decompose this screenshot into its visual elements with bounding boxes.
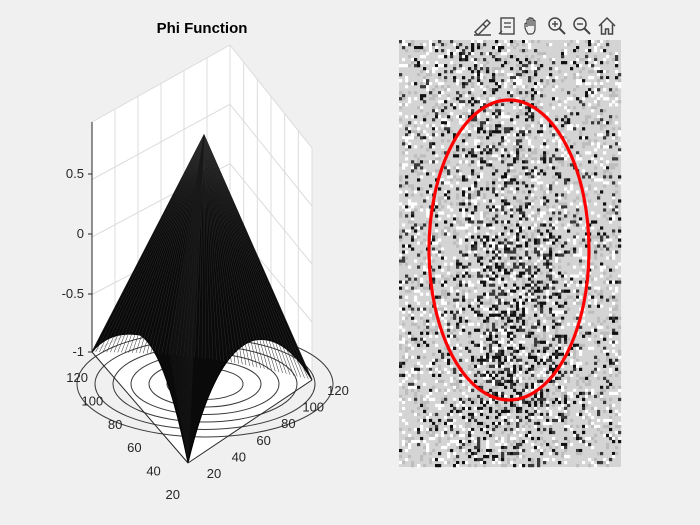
z-tick-label: -1 (72, 344, 84, 359)
zoom-out-button[interactable] (570, 13, 594, 39)
zoom-in-icon (548, 17, 566, 35)
axis-lines (91, 122, 313, 464)
phi-surface (91, 133, 313, 464)
plot-title: Phi Function (157, 20, 248, 37)
y-tick-label: 40 (232, 449, 246, 464)
x-tick-label: 40 (146, 464, 160, 479)
data-tip-button[interactable] (495, 13, 519, 39)
x-tick-label: 60 (127, 440, 141, 455)
z-tick-label: 0 (77, 226, 84, 241)
zoom-in-button[interactable] (545, 13, 569, 39)
x-tick-label: 100 (81, 393, 103, 408)
x-tick-label: 80 (108, 417, 122, 432)
red-contour (427, 98, 591, 402)
y-tick-label: 20 (207, 466, 221, 481)
z-tick-label: -0.5 (62, 286, 84, 301)
y-tick-label: 120 (327, 383, 349, 398)
brush-icon (474, 19, 491, 36)
x-tick-label: 120 (66, 370, 88, 385)
axes-toolbar (470, 12, 619, 40)
zoom-out-icon (573, 17, 591, 35)
pan-button[interactable] (520, 13, 544, 39)
x-tick-label: 20 (166, 487, 180, 502)
home-button[interactable] (595, 13, 619, 39)
data-tip-icon (498, 17, 515, 35)
brush-button[interactable] (470, 13, 494, 39)
z-tick-label: 0.5 (66, 166, 84, 181)
y-tick-label: 80 (281, 416, 295, 431)
image-axes[interactable] (399, 40, 622, 468)
y-tick-label: 100 (302, 400, 324, 415)
y-tick-label: 60 (256, 433, 270, 448)
gray-noise-image (399, 40, 622, 468)
home-icon (598, 16, 616, 35)
pan-hand-icon (524, 17, 536, 35)
